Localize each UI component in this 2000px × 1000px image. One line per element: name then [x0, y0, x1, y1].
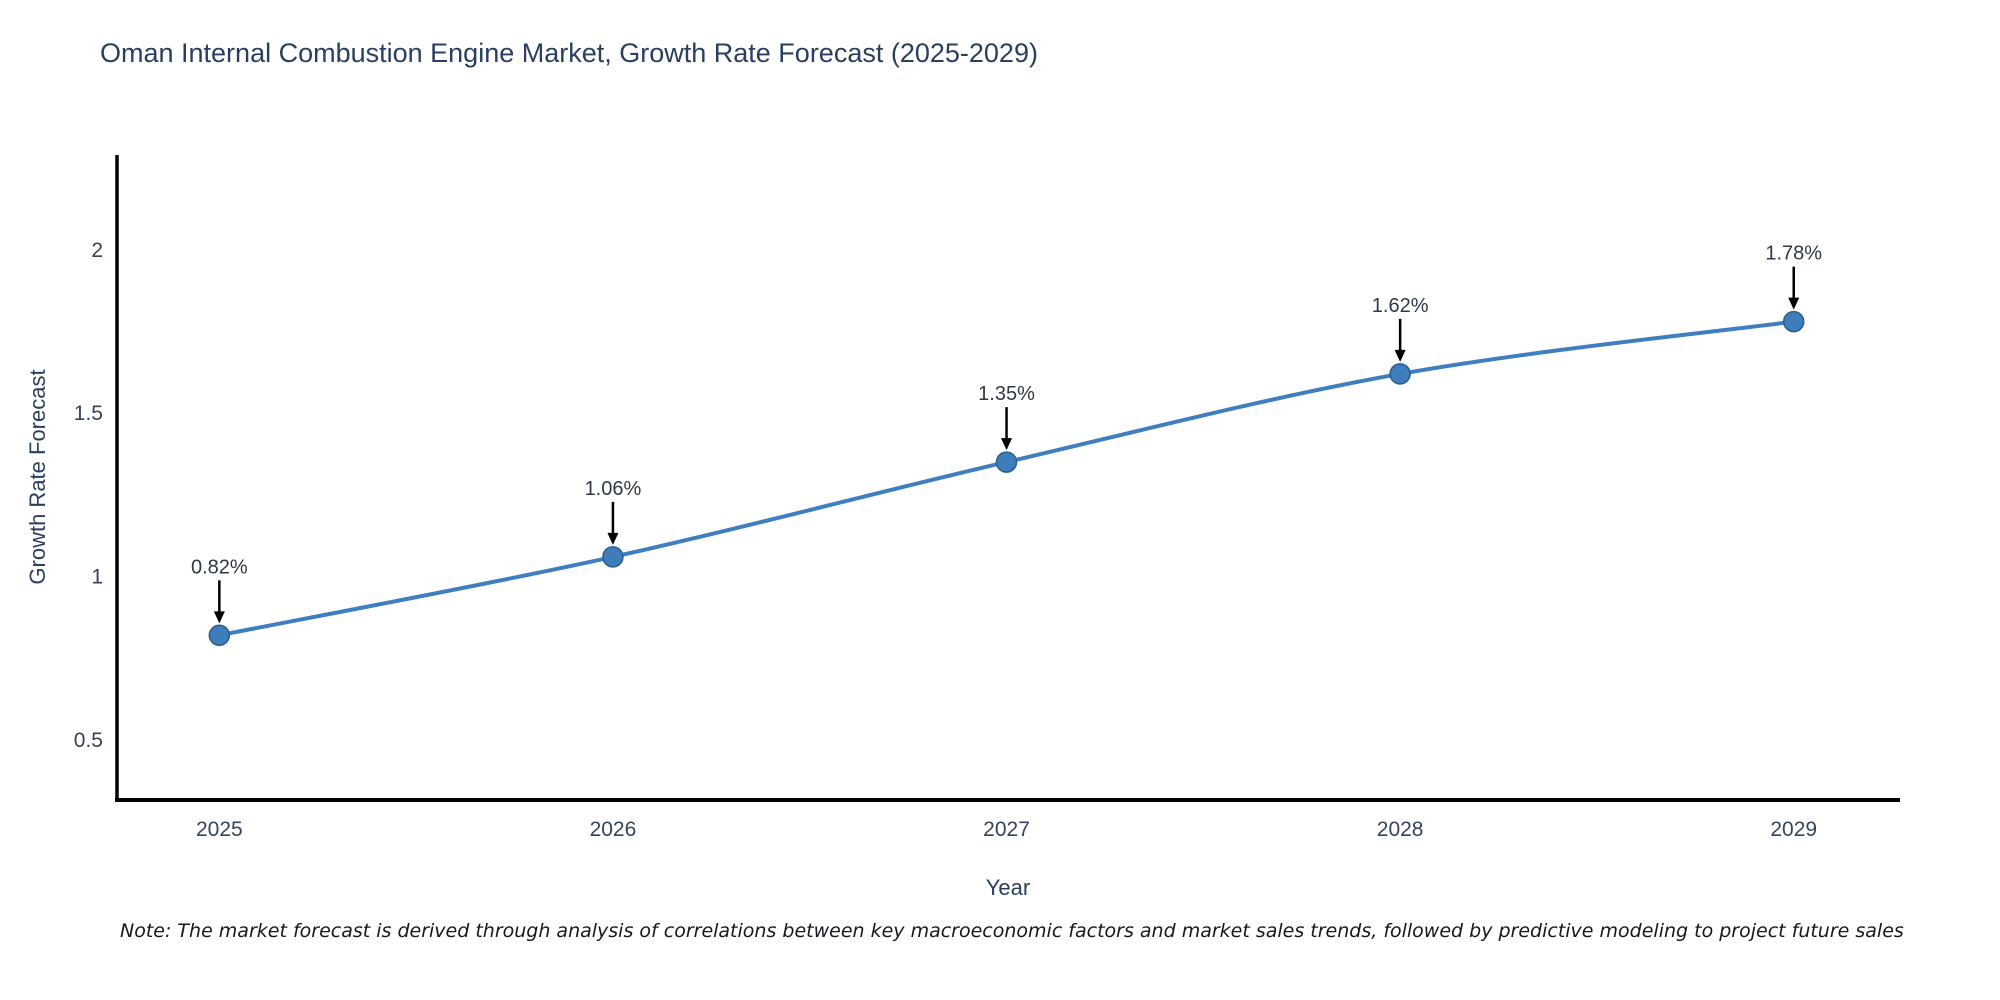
- y-tick-label: 2: [91, 239, 103, 262]
- x-tick-label: 2026: [590, 818, 637, 841]
- annotation-arrowhead: [1788, 297, 1800, 310]
- data-point-marker: [995, 451, 1018, 473]
- y-axis-title: Growth Rate Forecast: [25, 369, 50, 585]
- chart-title: Oman Internal Combustion Engine Market, …: [100, 38, 1038, 68]
- y-tick-label: 1.5: [74, 402, 103, 425]
- data-point-label: 1.78%: [1765, 243, 1822, 265]
- x-tick-label: 2029: [1770, 818, 1817, 841]
- data-point-marker: [208, 624, 231, 647]
- annotation-arrowhead: [1001, 438, 1013, 451]
- x-tick-label: 2027: [983, 818, 1030, 841]
- footnote: Note: The market forecast is derived thr…: [120, 920, 1904, 942]
- data-point-label: 1.35%: [978, 383, 1035, 405]
- data-point-label: 1.62%: [1372, 295, 1429, 317]
- x-tick-label: 2028: [1377, 818, 1424, 841]
- x-axis-title: Year: [985, 875, 1031, 900]
- data-point-marker: [602, 546, 624, 568]
- forecast-line: [218, 319, 1794, 638]
- y-tick-label: 1: [91, 566, 103, 589]
- data-point-marker: [1782, 310, 1805, 333]
- data-point-marker: [1389, 363, 1411, 385]
- x-tick-label: 2025: [196, 818, 243, 841]
- annotation-arrowhead: [213, 611, 225, 624]
- y-tick-label: 0.5: [74, 729, 103, 752]
- annotation-arrowhead: [607, 532, 619, 545]
- data-point-label: 0.82%: [191, 556, 248, 578]
- data-point-label: 1.06%: [585, 478, 642, 500]
- annotation-arrowhead: [1394, 349, 1406, 362]
